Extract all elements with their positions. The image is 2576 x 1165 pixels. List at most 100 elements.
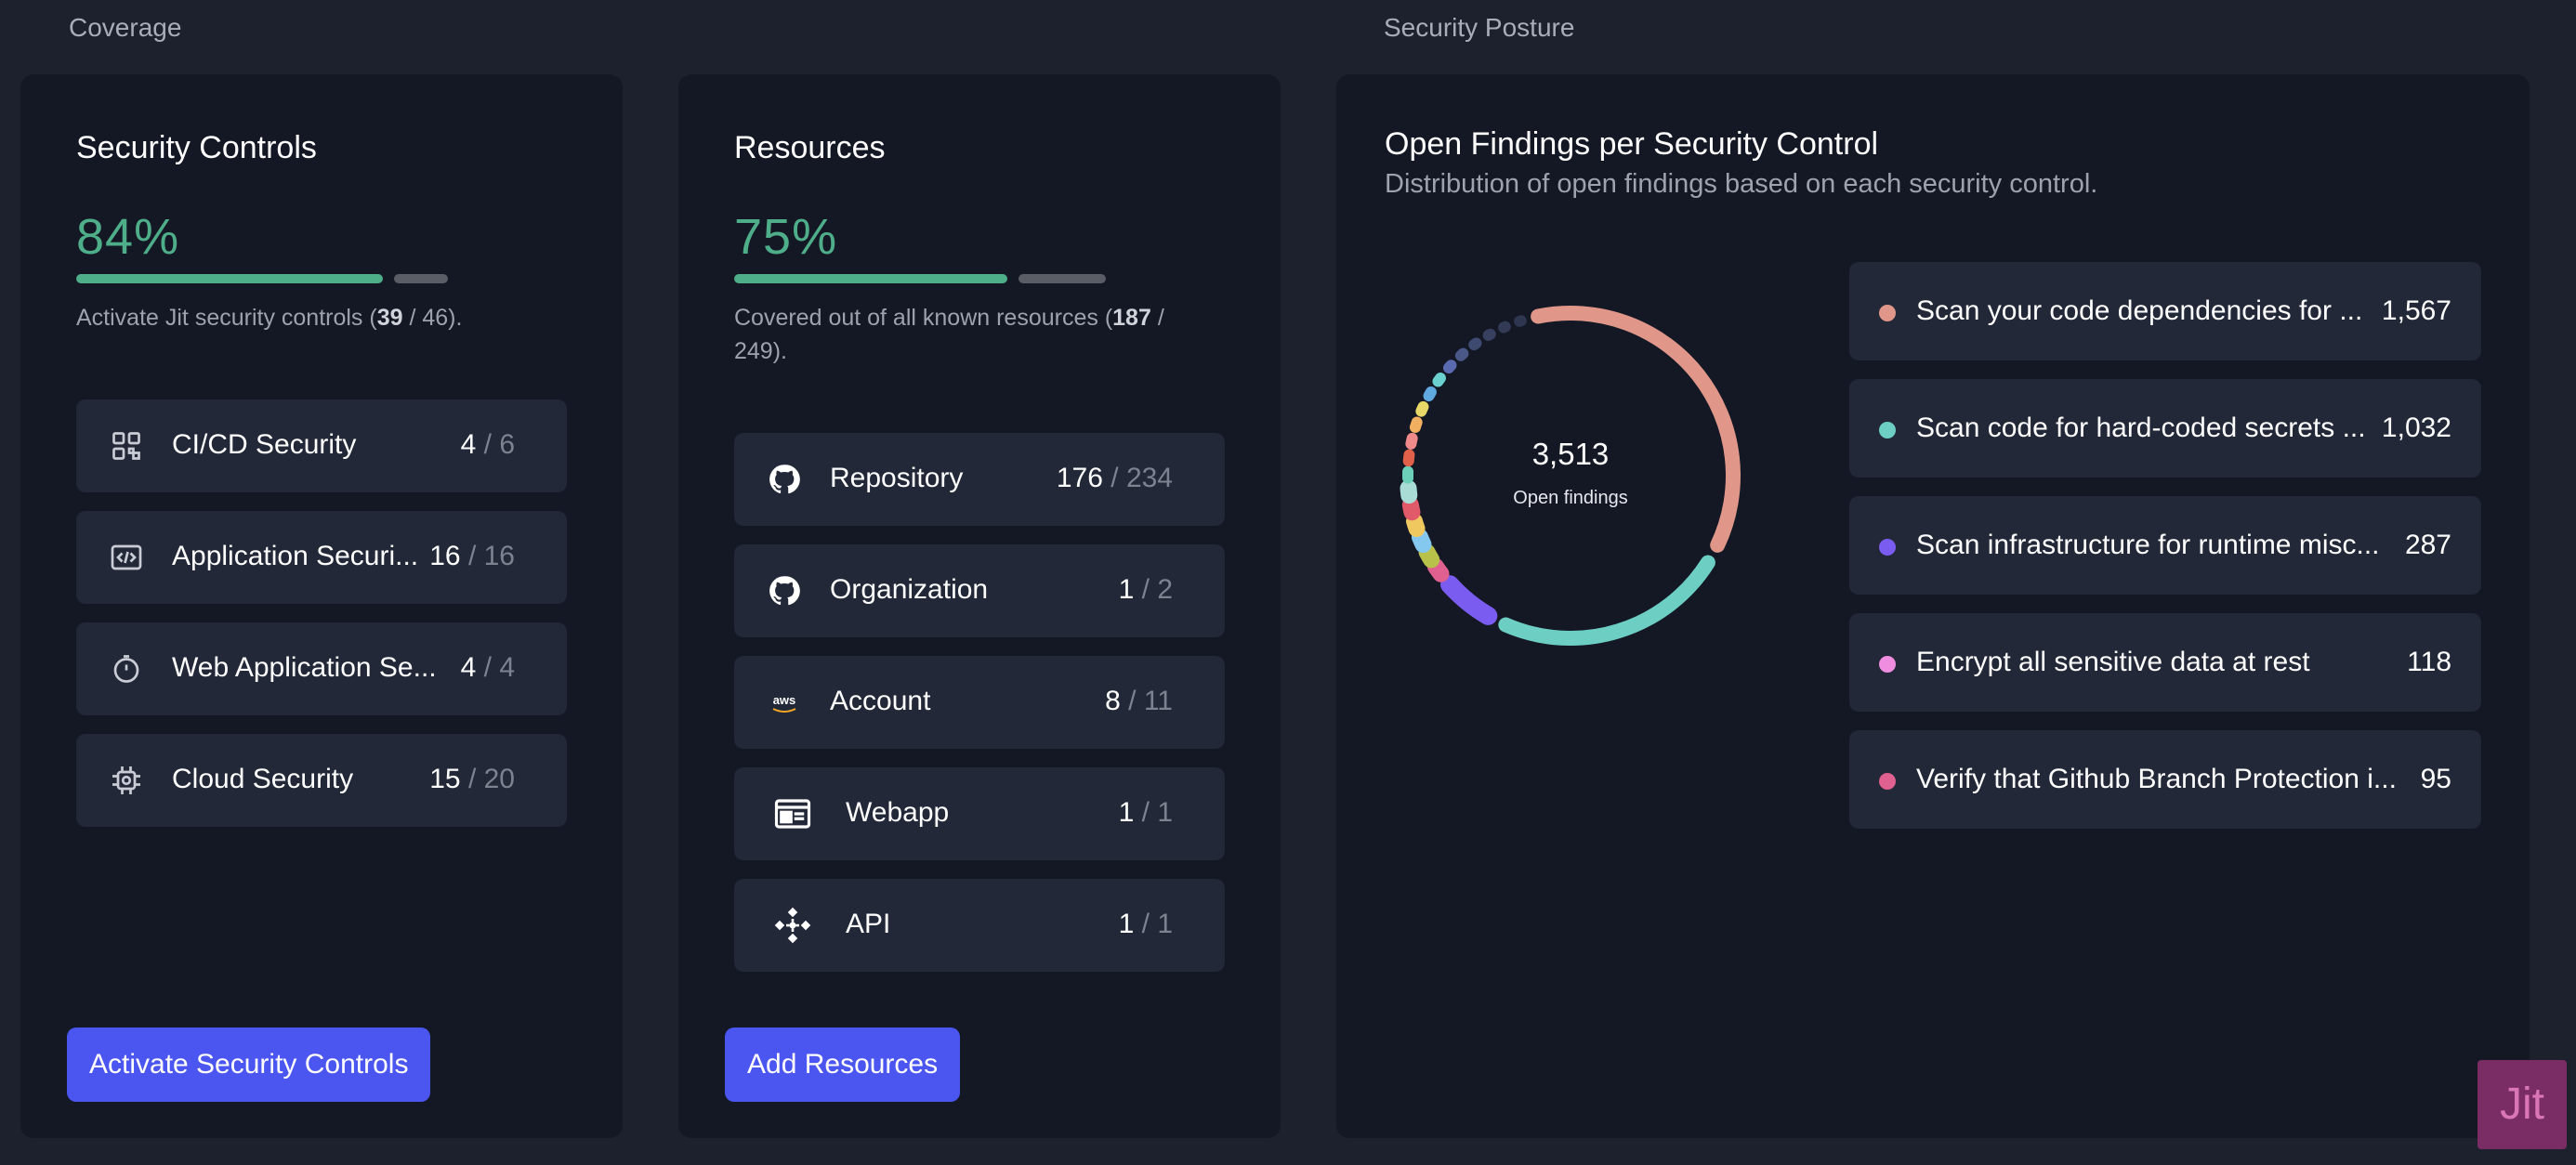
control-label: Web Application Se... — [172, 652, 437, 683]
resource-label: API — [846, 909, 891, 939]
legend-value: 118 — [2407, 647, 2451, 677]
coverage-progress-bar — [734, 274, 1106, 283]
resource-row-webapp[interactable]: Webapp 1 / 1 — [734, 767, 1225, 860]
control-row-cloud-security[interactable]: Cloud Security 15 / 20 — [76, 734, 567, 827]
legend-dot — [1879, 656, 1896, 673]
legend-item[interactable]: Scan code for hard-coded secrets ... 1,0… — [1849, 379, 2481, 478]
resource-count: 8 / 11 — [1105, 686, 1173, 716]
legend-name: Scan infrastructure for runtime misc... — [1916, 530, 2380, 560]
browser-window-icon — [774, 799, 811, 829]
resource-row-api[interactable]: API 1 / 1 — [734, 879, 1225, 972]
donut-small-segment-10[interactable] — [1415, 400, 1429, 417]
legend-dot — [1879, 773, 1896, 790]
security-controls-card: Security Controls 84% Activate Jit secur… — [20, 74, 623, 1138]
legend-name: Scan your code dependencies for ... — [1916, 295, 2363, 326]
control-count: 15 / 20 — [429, 764, 515, 794]
legend-dot — [1879, 305, 1896, 321]
donut-small-segment-16[interactable] — [1482, 328, 1496, 341]
legend-value: 95 — [2420, 764, 2451, 794]
chart-subtitle: Distribution of open findings based on e… — [1385, 169, 2098, 199]
donut-small-segment-7[interactable] — [1402, 449, 1415, 467]
donut-segment-2[interactable] — [1440, 575, 1498, 625]
control-label: CI/CD Security — [172, 429, 357, 460]
add-resources-button[interactable]: Add Resources — [725, 1028, 961, 1102]
chart-title: Open Findings per Security Control — [1385, 126, 1879, 162]
svg-text:aws: aws — [773, 693, 796, 707]
coverage-description: Covered out of all known resources (187 … — [734, 305, 1164, 364]
control-count: 4 / 4 — [460, 652, 515, 683]
control-label: Application Securi... — [172, 541, 419, 571]
legend-name: Encrypt all sensitive data at rest — [1916, 647, 2310, 677]
donut-small-segment-11[interactable] — [1423, 386, 1437, 402]
grid-icon — [112, 432, 140, 460]
legend-value: 1,032 — [2381, 412, 2451, 443]
github-icon — [769, 465, 800, 494]
resource-count: 1 / 1 — [1118, 797, 1173, 828]
resource-count: 1 / 1 — [1118, 909, 1173, 939]
jit-logo[interactable]: Jit — [2477, 1060, 2567, 1149]
control-row-application-security[interactable]: Application Securi... 16 / 16 — [76, 511, 567, 604]
section-label-security-posture: Security Posture — [1384, 13, 1575, 42]
aws-icon: aws — [772, 693, 796, 713]
legend-item[interactable]: Verify that Github Branch Protection i..… — [1849, 730, 2481, 829]
resource-count: 176 / 234 — [1056, 463, 1173, 493]
resource-label: Account — [830, 686, 931, 716]
donut-small-segment-0[interactable] — [1426, 557, 1450, 582]
donut-small-segment-17[interactable] — [1498, 321, 1511, 334]
legend-item[interactable]: Scan infrastructure for runtime misc... … — [1849, 496, 2481, 595]
github-icon — [769, 576, 800, 606]
card-title: Resources — [734, 130, 886, 165]
findings-legend: Scan your code dependencies for ... 1,56… — [1849, 262, 2481, 857]
donut-small-segment-15[interactable] — [1468, 337, 1482, 351]
control-row-cicd[interactable]: CI/CD Security 4 / 6 — [76, 399, 567, 492]
coverage-description: Activate Jit security controls (39 / 46)… — [76, 305, 463, 331]
resource-label: Organization — [830, 574, 989, 605]
donut-small-segment-9[interactable] — [1409, 416, 1423, 433]
progress-fill — [76, 274, 383, 283]
activate-security-controls-button[interactable]: Activate Security Controls — [67, 1028, 431, 1102]
api-icon — [774, 907, 811, 944]
chip-icon — [112, 766, 140, 794]
legend-dot — [1879, 539, 1896, 556]
donut-small-segment-3[interactable] — [1405, 512, 1426, 537]
donut-total-value: 3,513 — [1532, 437, 1610, 471]
resources-card: Resources 75% Covered out of all known r… — [678, 74, 1281, 1138]
resource-label: Repository — [830, 463, 964, 493]
legend-item[interactable]: Scan your code dependencies for ... 1,56… — [1849, 262, 2481, 360]
open-findings-donut-chart: 3,513 Open findings — [1400, 306, 1741, 646]
donut-segment-1[interactable] — [1498, 555, 1715, 646]
control-label: Cloud Security — [172, 764, 354, 794]
resource-row-account[interactable]: aws Account 8 / 11 — [734, 656, 1225, 749]
resource-count: 1 / 2 — [1118, 574, 1173, 605]
legend-value: 1,567 — [2381, 295, 2451, 326]
card-title: Security Controls — [76, 130, 317, 165]
donut-small-segment-5[interactable] — [1400, 479, 1418, 504]
stopwatch-icon — [113, 655, 139, 683]
legend-value: 287 — [2404, 530, 2451, 560]
donut-small-segment-8[interactable] — [1405, 432, 1418, 450]
donut-segment-0[interactable] — [1531, 306, 1741, 553]
section-label-coverage: Coverage — [69, 13, 182, 42]
coverage-progress-bar — [76, 274, 448, 283]
legend-item[interactable]: Encrypt all sensitive data at rest 118 — [1849, 613, 2481, 712]
control-row-web-application-security[interactable]: Web Application Se... 4 / 4 — [76, 622, 567, 715]
control-count: 16 / 16 — [429, 541, 515, 571]
resource-row-repository[interactable]: Repository 176 / 234 — [734, 433, 1225, 526]
control-count: 4 / 6 — [460, 429, 515, 460]
legend-name: Verify that Github Branch Protection i..… — [1916, 764, 2397, 794]
progress-remaining — [1019, 274, 1106, 283]
coverage-percent: 84% — [76, 209, 180, 265]
donut-small-segment-4[interactable] — [1401, 496, 1421, 521]
donut-small-segment-2[interactable] — [1411, 528, 1432, 554]
code-icon — [111, 544, 142, 570]
donut-small-segment-14[interactable] — [1454, 347, 1469, 361]
donut-small-segment-13[interactable] — [1442, 360, 1457, 374]
legend-dot — [1879, 422, 1896, 439]
donut-total-label: Open findings — [1513, 488, 1627, 508]
legend-name: Scan code for hard-coded secrets ... — [1916, 412, 2366, 443]
resource-row-organization[interactable]: Organization 1 / 2 — [734, 544, 1225, 637]
donut-small-segment-12[interactable] — [1432, 373, 1446, 387]
donut-small-segment-1[interactable] — [1418, 543, 1440, 569]
coverage-percent: 75% — [734, 209, 838, 265]
progress-remaining — [394, 274, 448, 283]
